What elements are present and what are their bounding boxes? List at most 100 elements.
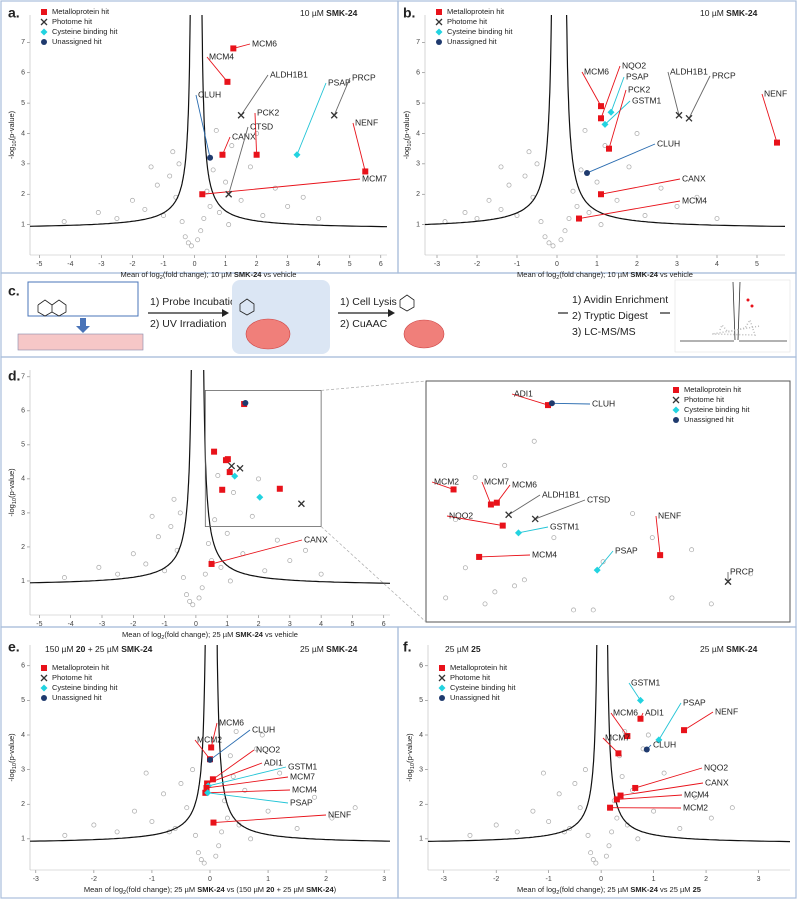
hit-marker — [41, 695, 47, 701]
protein-point — [162, 568, 168, 574]
text-part: + 25 µM — [85, 644, 121, 654]
leader-line — [608, 89, 627, 149]
arrowhead — [388, 309, 395, 317]
hit-marker — [438, 674, 446, 682]
protein-point — [215, 473, 221, 478]
leader-line — [551, 402, 591, 405]
protein-point — [626, 164, 632, 170]
hit-label: MCM6 — [252, 38, 277, 48]
text-part: (fold change); 25 µM — [126, 885, 197, 894]
hit-marker — [450, 486, 457, 493]
protein-point — [167, 173, 173, 179]
legend-label: Cysteine binding hit — [52, 27, 118, 36]
hit-label: CLUH — [592, 398, 615, 408]
y-tick-label: 4 — [21, 476, 25, 483]
hit-label: MCM6 — [613, 707, 638, 717]
text-part: SMK-24 — [726, 644, 757, 654]
x-tick-label: -4 — [68, 621, 74, 628]
mini-hit — [750, 304, 754, 308]
text-part: (fold change); 10 µM — [559, 270, 630, 279]
hit-marker — [253, 151, 260, 158]
zoom-box — [204, 390, 322, 527]
x-axis-label: Mean of log2(fold change); 10 µM SMK-24 … — [517, 270, 693, 282]
hit-marker — [237, 111, 245, 119]
hit-marker — [607, 108, 615, 116]
hit-label: CLUH — [198, 89, 221, 99]
protein-point — [61, 219, 67, 225]
leader-line — [207, 792, 289, 804]
protein-point — [227, 753, 233, 759]
protein-point — [546, 240, 552, 246]
x-axis-label: Mean of log2(fold change); 25 µM SMK-24 … — [84, 885, 337, 897]
protein-point — [249, 513, 255, 519]
x-tick-label: 3 — [757, 876, 761, 883]
hit-marker — [606, 145, 612, 152]
protein-point — [142, 206, 148, 212]
panel-label: f. — [403, 639, 412, 655]
protein-point — [582, 767, 588, 773]
text-part: 10 µM — [700, 8, 726, 18]
condition: 25 µM SMK-24 — [300, 644, 358, 654]
leader-line — [296, 82, 327, 155]
leader-line — [431, 481, 454, 490]
hit-label: NQO2 — [256, 744, 280, 754]
leader-line — [600, 65, 621, 119]
legend-label: Photome hit — [684, 395, 725, 404]
leader-line — [658, 702, 682, 741]
hit-marker — [584, 169, 590, 176]
hit-marker — [439, 695, 445, 701]
protein-point — [195, 237, 201, 243]
hit-marker — [226, 469, 233, 476]
y-tick-label: 2 — [416, 191, 420, 198]
probe-box — [27, 281, 139, 317]
protein-point — [259, 732, 265, 738]
bound-probe — [239, 298, 255, 316]
leader-line — [254, 112, 258, 155]
leader-line — [212, 749, 255, 780]
x-tick-label: 4 — [319, 621, 323, 628]
protein-point — [562, 228, 568, 234]
hit-marker — [439, 665, 445, 671]
protein-point — [502, 462, 508, 468]
legend-label: Cysteine binding hit — [684, 405, 750, 414]
protein-point — [443, 595, 449, 601]
legend-label: Metalloprotein hit — [684, 385, 742, 394]
hit-label: MCM4 — [292, 784, 317, 794]
hit-label: PSAP — [615, 545, 638, 555]
hit-marker — [242, 400, 249, 407]
leader-line — [508, 494, 541, 516]
protein-point — [614, 197, 620, 203]
protein-point — [154, 182, 160, 188]
text-part: Mean of log — [517, 885, 556, 894]
legend-label: Metalloprotein hit — [52, 663, 110, 672]
protein-point — [546, 819, 552, 824]
protein-point — [303, 547, 308, 553]
protein-point — [242, 787, 248, 793]
text-part: Mean of log — [84, 885, 123, 894]
protein-point — [177, 510, 183, 516]
hit-marker — [276, 485, 283, 492]
leader-line — [206, 762, 263, 784]
hit-marker — [643, 746, 650, 753]
hit-label: MCM2 — [434, 476, 459, 486]
protein-point — [205, 541, 211, 546]
hit-marker — [225, 190, 233, 198]
protein-point — [248, 836, 254, 842]
protein-point — [606, 843, 612, 849]
x-tick-label: -2 — [130, 621, 136, 628]
frame-f — [397, 626, 797, 899]
protein-point — [550, 243, 556, 249]
legend-label: Unassigned hit — [447, 37, 498, 46]
text-part: (p-value) — [7, 110, 16, 140]
leader-line — [194, 739, 211, 760]
hit-marker — [598, 103, 604, 110]
hit-label: MCM7 — [362, 173, 387, 183]
hit-label: MCM6 — [219, 717, 244, 727]
y-tick-label: 1 — [21, 221, 25, 228]
hit-marker — [230, 45, 237, 52]
hit-marker — [40, 18, 48, 26]
protein-point — [204, 188, 210, 194]
legend-label: Cysteine binding hit — [52, 683, 118, 692]
protein-point — [176, 161, 182, 167]
protein-point — [586, 210, 592, 215]
